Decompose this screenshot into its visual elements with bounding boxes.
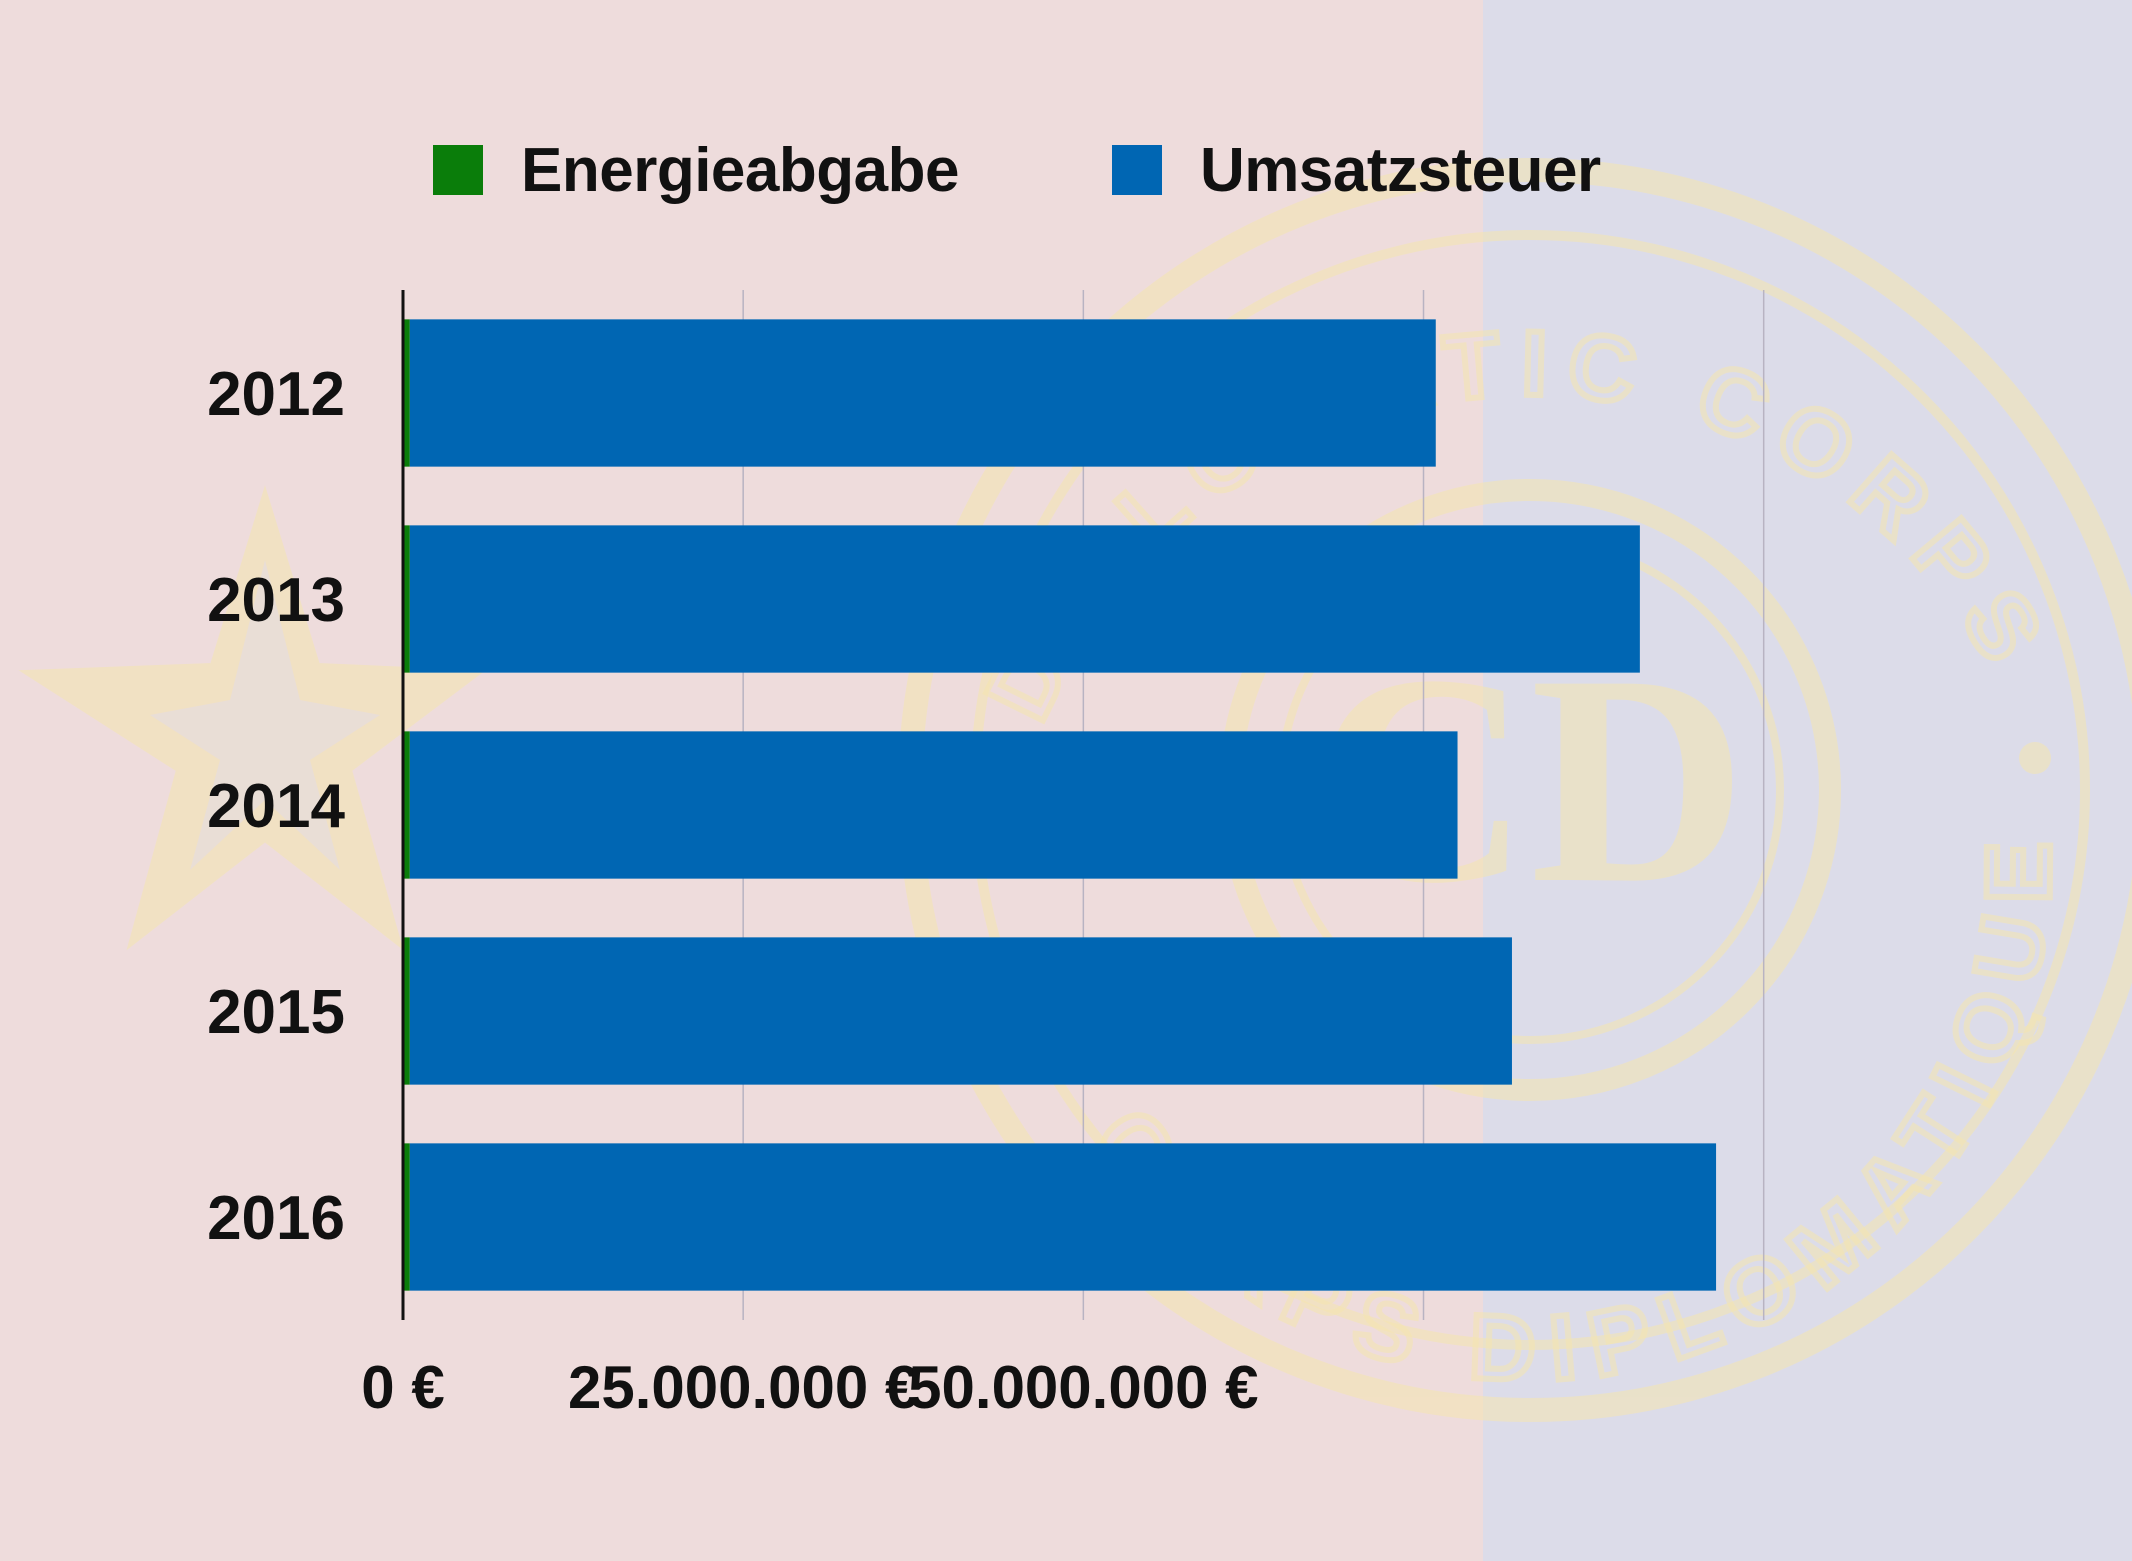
bar-umsatzsteuer-2013 xyxy=(409,525,1640,673)
bar-energieabgabe-2013 xyxy=(403,525,410,673)
background-right xyxy=(1483,0,2132,1561)
x-tick-label: 0 € xyxy=(361,1354,444,1421)
bar-energieabgabe-2016 xyxy=(403,1143,410,1291)
legend: Energieabgabe Umsatzsteuer xyxy=(0,130,2132,210)
bar-umsatzsteuer-2014 xyxy=(409,731,1458,879)
y-tick-label-2014: 2014 xyxy=(207,772,345,841)
legend-label-energieabgabe: Energieabgabe xyxy=(521,135,959,205)
legend-item-umsatzsteuer: Umsatzsteuer xyxy=(1112,130,1601,210)
legend-swatch-umsatzsteuer xyxy=(1112,145,1162,195)
bar-energieabgabe-2015 xyxy=(403,937,410,1085)
y-tick-label-2015: 2015 xyxy=(207,978,345,1047)
bar-umsatzsteuer-2012 xyxy=(409,319,1436,467)
x-tick-label: 25.000.000 € xyxy=(568,1354,918,1421)
y-tick-label-2013: 2013 xyxy=(207,566,345,635)
legend-item-energieabgabe: Energieabgabe xyxy=(433,130,959,210)
bar-energieabgabe-2014 xyxy=(403,731,410,879)
legend-swatch-energieabgabe xyxy=(433,145,483,195)
x-tick-label: 50.000.000 € xyxy=(908,1354,1258,1421)
bar-umsatzsteuer-2015 xyxy=(409,937,1512,1085)
bar-umsatzsteuer-2016 xyxy=(409,1143,1717,1291)
y-tick-label-2012: 2012 xyxy=(207,360,345,429)
y-tick-label-2016: 2016 xyxy=(207,1184,345,1253)
legend-label-umsatzsteuer: Umsatzsteuer xyxy=(1200,135,1601,205)
bar-energieabgabe-2012 xyxy=(403,319,410,467)
